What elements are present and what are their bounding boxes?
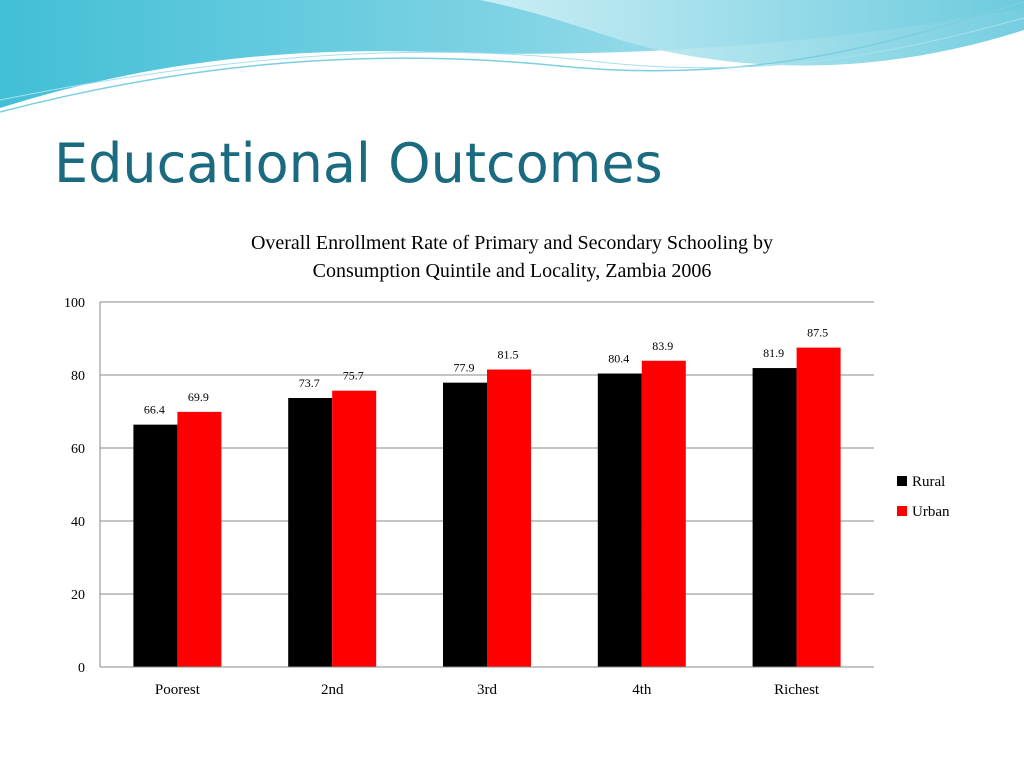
y-tick-label: 60 (71, 442, 85, 457)
y-tick-label: 80 (71, 369, 85, 384)
bar-urban (487, 369, 531, 667)
x-axis-tick-labels: Poorest 2nd 3rd 4th Richest (155, 682, 820, 698)
x-tick-label: Poorest (155, 682, 201, 698)
bar-urban (177, 411, 222, 667)
data-label: 75.7 (343, 369, 364, 383)
bar-urban (641, 360, 686, 667)
data-label: 81.5 (498, 348, 519, 362)
bar-urban (332, 390, 377, 667)
bar-rural (133, 424, 178, 667)
bar-rural (443, 382, 487, 667)
bar-rural (597, 373, 642, 667)
data-label: 87.5 (807, 326, 828, 340)
y-tick-label: 0 (78, 661, 85, 676)
x-tick-label: Richest (774, 682, 820, 698)
wave-band-light (480, 0, 1024, 66)
data-label: 69.9 (188, 390, 209, 404)
bars (133, 347, 841, 667)
legend-label-urban: Urban (912, 504, 950, 520)
data-label: 73.7 (299, 376, 320, 390)
chart-title-line-2: Consumption Quintile and Locality, Zambi… (313, 260, 712, 282)
data-label: 81.9 (763, 346, 784, 360)
data-label: 66.4 (144, 403, 165, 417)
chart-title-line-1: Overall Enrollment Rate of Primary and S… (251, 232, 773, 254)
y-axis-tick-labels: 0 20 40 60 80 100 (64, 296, 85, 676)
x-tick-label: 3rd (477, 682, 497, 698)
bar-rural (752, 368, 797, 667)
legend: Rural Urban (897, 474, 950, 520)
x-tick-label: 4th (632, 682, 652, 698)
bar-rural (288, 397, 333, 667)
wave-line-2 (0, 17, 1024, 101)
y-tick-label: 20 (71, 588, 85, 603)
y-tick-label: 40 (71, 515, 85, 530)
data-label: 83.9 (652, 339, 673, 353)
bar-urban (796, 347, 841, 667)
wave-line-1 (0, 1, 1024, 113)
x-tick-label: 2nd (321, 682, 344, 698)
slide-title: Educational Outcomes (54, 132, 663, 195)
y-tick-label: 100 (64, 296, 85, 311)
legend-swatch-rural (897, 476, 907, 486)
data-labels: 66.4 69.9 73.7 75.7 77.9 81.5 80.4 83.9 81.9 87.5 (144, 326, 828, 417)
data-label: 80.4 (608, 352, 629, 366)
data-label: 77.9 (454, 361, 475, 375)
legend-label-rural: Rural (912, 474, 945, 490)
legend-swatch-urban (897, 506, 907, 516)
